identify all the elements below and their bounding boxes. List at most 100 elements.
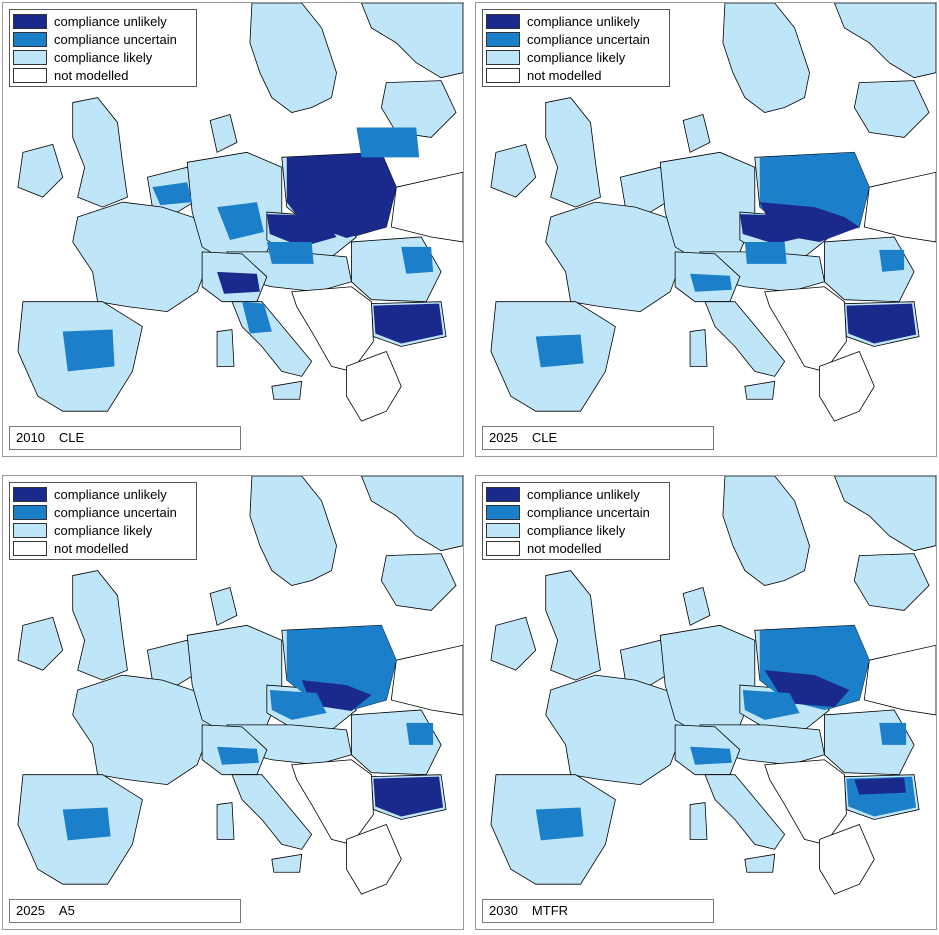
region-belarus-ukraine bbox=[863, 644, 936, 716]
legend-label: compliance uncertain bbox=[527, 504, 650, 520]
legend-swatch bbox=[486, 67, 520, 83]
zone-austria-unc bbox=[744, 241, 787, 264]
legend-swatch bbox=[13, 522, 47, 538]
region-italy bbox=[231, 774, 313, 850]
legend-item: compliance unlikely bbox=[13, 485, 193, 503]
zone-romania-unc bbox=[406, 722, 434, 745]
map-panel-2025-a5: compliance unlikely compliance uncertain c… bbox=[2, 475, 464, 930]
legend-item: not modelled bbox=[13, 66, 193, 84]
region-denmark bbox=[209, 587, 238, 626]
legend-label: compliance uncertain bbox=[54, 504, 177, 520]
region-sicily bbox=[744, 853, 776, 873]
caption-scenario: CLE bbox=[531, 430, 558, 445]
zone-czech-hot bbox=[266, 214, 337, 247]
caption-scenario: CLE bbox=[58, 430, 85, 445]
zone-germany-unc bbox=[217, 202, 264, 240]
legend-swatch bbox=[13, 504, 47, 520]
region-belarus-ukraine bbox=[390, 644, 463, 716]
region-ireland bbox=[490, 143, 537, 198]
zone-czech-unc bbox=[742, 690, 800, 720]
region-denmark bbox=[209, 114, 238, 153]
map-caption: 2025 A5 bbox=[9, 899, 241, 923]
region-ireland bbox=[17, 616, 64, 671]
legend-item: not modelled bbox=[486, 539, 666, 557]
legend-swatch bbox=[13, 31, 47, 47]
region-belarus-ukraine bbox=[863, 171, 936, 243]
region-baltics bbox=[380, 80, 457, 138]
region-scandinavia bbox=[722, 476, 810, 586]
region-belarus-ukraine bbox=[390, 171, 463, 243]
legend-item: compliance uncertain bbox=[13, 30, 193, 48]
map-panel-2025-cle: compliance unlikely compliance uncertain c… bbox=[475, 2, 937, 457]
legend-label: compliance uncertain bbox=[54, 31, 177, 47]
region-sardinia bbox=[689, 802, 708, 840]
region-sicily bbox=[271, 380, 303, 400]
zone-bulgaria-hot bbox=[846, 303, 917, 344]
legend-swatch bbox=[13, 540, 47, 556]
region-finland bbox=[361, 476, 463, 552]
zone-spain-unc bbox=[62, 329, 115, 372]
region-greece bbox=[346, 823, 402, 895]
region-sardinia bbox=[689, 329, 708, 367]
zone-po-valley bbox=[690, 273, 732, 292]
zone-spain-unc bbox=[62, 807, 111, 841]
legend-item: compliance likely bbox=[13, 521, 193, 539]
legend-label: compliance likely bbox=[54, 522, 153, 538]
legend-label: not modelled bbox=[54, 67, 129, 83]
legend-item: compliance uncertain bbox=[13, 503, 193, 521]
zone-czech-hot bbox=[739, 214, 805, 244]
legend-item: compliance uncertain bbox=[486, 30, 666, 48]
zone-bulgaria-hot bbox=[373, 776, 444, 817]
legend-swatch bbox=[13, 49, 47, 65]
legend-label: compliance likely bbox=[527, 49, 626, 65]
europe-map bbox=[476, 3, 936, 456]
map-panel-2010-cle: compliance unlikely compliance uncertain c… bbox=[2, 2, 464, 457]
zone-romania-unc bbox=[879, 249, 905, 272]
region-france bbox=[72, 674, 213, 786]
zone-spain-unc bbox=[535, 334, 584, 368]
region-france bbox=[545, 201, 686, 313]
legend-item: compliance uncertain bbox=[486, 503, 666, 521]
caption-scenario: A5 bbox=[58, 903, 75, 918]
map-legend: compliance unlikely compliance uncertain c… bbox=[9, 9, 197, 87]
caption-year: 2025 bbox=[489, 430, 518, 445]
zone-austria-unc bbox=[266, 241, 314, 264]
zone-po-valley bbox=[690, 746, 732, 765]
legend-swatch bbox=[13, 13, 47, 29]
map-panel-2030-mtfr: compliance unlikely compliance uncertain c… bbox=[475, 475, 937, 930]
zone-romania-unc bbox=[879, 722, 907, 745]
legend-label: not modelled bbox=[54, 540, 129, 556]
region-sardinia bbox=[216, 802, 235, 840]
legend-swatch bbox=[13, 486, 47, 502]
zone-po-valley bbox=[217, 746, 259, 765]
legend-item: compliance likely bbox=[486, 521, 666, 539]
region-great-britain bbox=[72, 570, 128, 681]
map-caption: 2030 MTFR bbox=[482, 899, 714, 923]
region-scandinavia bbox=[249, 3, 337, 113]
caption-year: 2030 bbox=[489, 903, 518, 918]
region-denmark bbox=[682, 587, 711, 626]
region-sicily bbox=[271, 853, 303, 873]
legend-swatch bbox=[486, 540, 520, 556]
legend-label: compliance likely bbox=[527, 522, 626, 538]
region-ireland bbox=[490, 616, 537, 671]
legend-swatch bbox=[13, 67, 47, 83]
region-italy bbox=[704, 301, 786, 377]
region-sardinia bbox=[216, 329, 235, 367]
legend-item: not modelled bbox=[486, 66, 666, 84]
region-baltics bbox=[380, 553, 457, 611]
region-scandinavia bbox=[249, 476, 337, 586]
legend-label: compliance unlikely bbox=[54, 486, 167, 502]
region-greece bbox=[819, 823, 875, 895]
region-finland bbox=[834, 476, 936, 552]
legend-item: compliance unlikely bbox=[486, 12, 666, 30]
map-legend: compliance unlikely compliance uncertain c… bbox=[482, 9, 670, 87]
region-germany bbox=[659, 151, 756, 263]
region-greece bbox=[346, 350, 402, 422]
region-baltics bbox=[853, 553, 930, 611]
zone-baltic-unc bbox=[356, 127, 420, 158]
legend-label: not modelled bbox=[527, 67, 602, 83]
zone-bulgaria-hot bbox=[373, 303, 444, 344]
region-great-britain bbox=[545, 97, 601, 208]
caption-year: 2010 bbox=[16, 430, 45, 445]
